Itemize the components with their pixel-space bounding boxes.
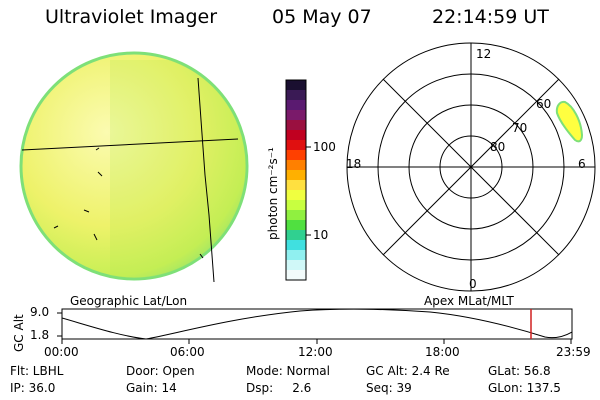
- mlat-label-70: 70: [512, 121, 528, 135]
- colorbar-segment: [286, 100, 306, 111]
- alt-tick-1-8: 1.8: [30, 328, 50, 342]
- colorbar-segment: [286, 200, 306, 211]
- date-label: 05 May 07: [272, 6, 372, 28]
- filter-info: Flt: LBHL: [10, 364, 64, 378]
- gc-alt-info: GC Alt: 2.4 Re: [366, 364, 450, 378]
- time-tick-2359: 23:59: [556, 345, 591, 359]
- mode-info: Mode: Normal: [246, 364, 330, 378]
- colorbar-segment: [286, 240, 306, 251]
- time-tick-1800: 18:00: [425, 345, 460, 359]
- colorbar-segment: [286, 230, 306, 241]
- door-info: Door: Open: [126, 364, 195, 378]
- colorbar-unit-label: photon cm⁻²s⁻¹: [266, 147, 280, 240]
- gc-alt-axis-label: GC Alt: [12, 314, 26, 352]
- glat-info: GLat: 56.8: [488, 364, 551, 378]
- colorbar-segment: [286, 260, 306, 271]
- polar-plot: [346, 42, 596, 292]
- colorbar: [285, 79, 311, 281]
- colorbar-segment: [286, 120, 306, 131]
- colorbar-segment: [286, 80, 306, 91]
- instrument-title: Ultraviolet Imager: [45, 6, 218, 28]
- mlat-label-80: 80: [490, 140, 506, 154]
- time-tick-0600: 06:00: [170, 345, 205, 359]
- seq-info: Seq: 39: [366, 381, 412, 395]
- gain-info: Gain: 14: [126, 381, 177, 395]
- colorbar-segment: [286, 210, 306, 221]
- ip-info: IP: 36.0: [10, 381, 56, 395]
- colorbar-segment: [286, 250, 306, 261]
- colorbar-segment: [286, 110, 306, 121]
- colorbar-segment: [286, 150, 306, 161]
- alt-tick-9: 9.0: [30, 305, 50, 319]
- colorbar-tick-10: 10: [313, 228, 329, 242]
- colorbar-segment: [286, 160, 306, 171]
- coastline-marks: [53, 147, 204, 259]
- colorbar-segment: [286, 130, 306, 141]
- earth-disk-image: [19, 51, 249, 283]
- colorbar-segment: [286, 180, 306, 191]
- mlt-label-0: 0: [469, 277, 477, 291]
- longitude-line: [197, 77, 215, 283]
- colorbar-segment: [286, 270, 306, 281]
- altitude-curve: [62, 309, 572, 339]
- colorbar-segment: [286, 90, 306, 101]
- colorbar-segment: [286, 170, 306, 181]
- glon-info: GLon: 137.5: [488, 381, 561, 395]
- colorbar-tick-100: 100: [313, 140, 336, 154]
- geographic-caption: Geographic Lat/Lon: [70, 294, 188, 308]
- colorbar-segment: [286, 220, 306, 231]
- colorbar-segment: [286, 190, 306, 201]
- dsp-info: Dsp: 2.6: [246, 381, 312, 395]
- time-tick-0000: 00:00: [44, 345, 79, 359]
- mlat-label-60: 60: [536, 97, 552, 111]
- latitude-line: [21, 138, 239, 151]
- mlt-label-18: 18: [346, 157, 362, 171]
- altitude-plot: [57, 308, 573, 344]
- apex-caption: Apex MLat/MLT: [424, 294, 514, 308]
- time-label: 22:14:59 UT: [432, 6, 549, 28]
- mlt-label-12: 12: [476, 47, 492, 61]
- colorbar-segment: [286, 140, 306, 151]
- mlt-label-6: 6: [578, 157, 586, 171]
- aurora-oval: [555, 100, 584, 143]
- time-tick-1200: 12:00: [298, 345, 333, 359]
